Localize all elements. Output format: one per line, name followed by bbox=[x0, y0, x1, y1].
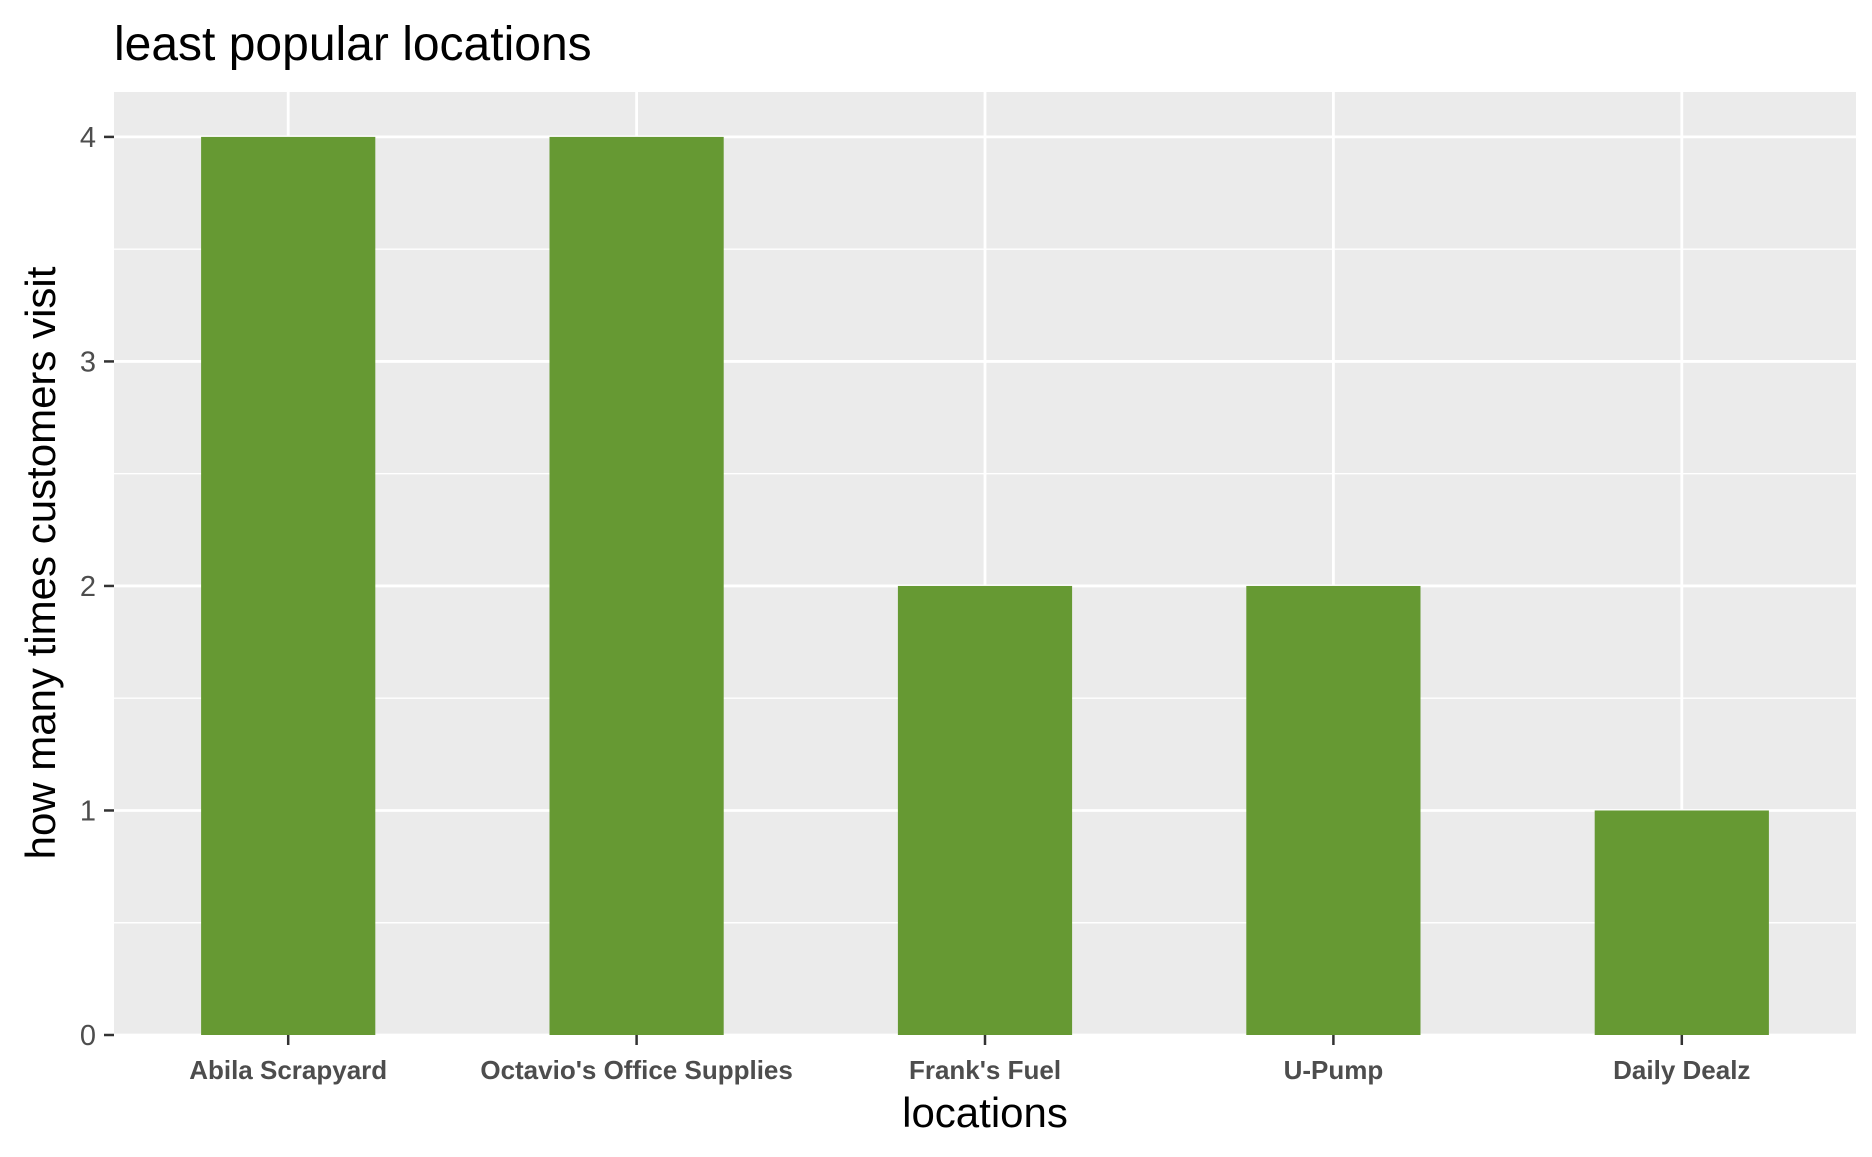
x-tick-label: Octavio's Office Supplies bbox=[480, 1055, 793, 1085]
bar bbox=[897, 585, 1073, 1035]
chart-title: least popular locations bbox=[114, 18, 592, 71]
x-tick-label: Abila Scrapyard bbox=[189, 1055, 387, 1085]
x-tick-label: Daily Dealz bbox=[1613, 1055, 1750, 1085]
y-axis: 0 1 2 3 4 bbox=[80, 122, 114, 1052]
bar bbox=[549, 136, 724, 1035]
y-axis-title: how many times customers visit bbox=[17, 266, 64, 859]
bar bbox=[1594, 810, 1769, 1035]
bars bbox=[201, 136, 1769, 1035]
bar bbox=[201, 136, 376, 1035]
x-axis-title: locations bbox=[902, 1089, 1068, 1136]
y-tick-label: 2 bbox=[80, 571, 96, 603]
x-tick-label: U-Pump bbox=[1284, 1055, 1384, 1085]
y-tick-label: 3 bbox=[80, 346, 96, 378]
bar bbox=[1246, 585, 1421, 1035]
y-tick-label: 4 bbox=[80, 122, 96, 154]
x-axis: Abila Scrapyard Octavio's Office Supplies… bbox=[189, 1035, 1750, 1085]
y-tick-label: 0 bbox=[80, 1020, 96, 1052]
x-tick-label: Frank's Fuel bbox=[909, 1055, 1061, 1085]
y-tick-label: 1 bbox=[80, 795, 96, 827]
